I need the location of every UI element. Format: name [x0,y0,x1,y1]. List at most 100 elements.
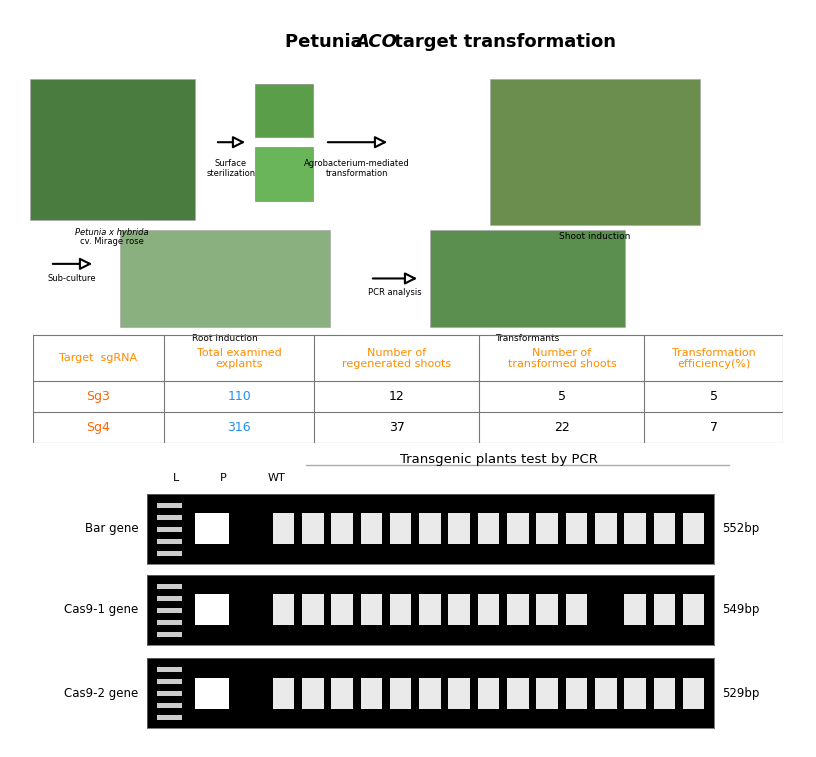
Text: P: P [220,473,227,483]
Bar [478,678,499,709]
Bar [361,594,382,625]
Bar [419,513,441,544]
Text: 316: 316 [228,421,251,434]
Text: 552bp: 552bp [722,522,760,535]
Bar [157,539,182,544]
Bar [255,147,313,201]
Text: target transformation: target transformation [388,33,616,51]
Text: PCR analysis: PCR analysis [368,288,422,298]
Text: 5: 5 [710,391,718,403]
Bar [390,513,411,544]
Text: Transformants: Transformants [494,334,559,343]
Bar [157,703,182,708]
Bar [157,515,182,519]
Bar [273,513,295,544]
Bar [157,527,182,531]
Bar [302,678,323,709]
Bar [195,513,229,544]
Bar [390,594,411,625]
Bar [273,594,295,625]
Bar [195,678,229,709]
Bar [419,678,441,709]
Bar [654,594,675,625]
Bar [624,678,645,709]
Bar [507,678,529,709]
Text: Shoot induction: Shoot induction [559,232,631,241]
Text: Petunia x hybrida: Petunia x hybrida [75,228,149,237]
Text: Agrobacterium-mediated
transformation: Agrobacterium-mediated transformation [304,159,410,178]
Bar [157,679,182,684]
Bar [683,678,704,709]
Text: Total examined
explants: Total examined explants [197,347,282,369]
Bar [654,513,675,544]
Text: Transgenic plants test by PCR: Transgenic plants test by PCR [401,453,598,466]
Text: Bar gene: Bar gene [85,522,139,535]
Bar [565,594,588,625]
Bar [430,230,625,327]
Bar [624,594,645,625]
Bar [595,678,617,709]
Text: cv. Mirage rose: cv. Mirage rose [80,237,144,245]
Bar [565,513,588,544]
Text: Cas9-1 gene: Cas9-1 gene [64,603,139,616]
Text: Number of
transformed shoots: Number of transformed shoots [508,347,616,369]
Text: L: L [173,473,180,483]
Text: ACO: ACO [355,33,397,51]
Bar [157,667,182,672]
Bar [157,620,182,625]
Bar [536,594,558,625]
Bar [157,584,182,589]
Bar [449,678,470,709]
Bar [507,513,529,544]
Bar [624,513,645,544]
Bar [30,79,195,220]
Bar [195,594,229,625]
Bar [390,678,411,709]
Bar [157,631,182,637]
Bar [255,84,313,137]
Bar [361,678,382,709]
Text: 5: 5 [558,391,566,403]
Bar [654,678,675,709]
Bar [331,594,353,625]
Bar [478,513,499,544]
Bar [490,79,700,225]
Bar [331,678,353,709]
Bar [595,513,617,544]
Text: Surface
sterilization: Surface sterilization [206,159,255,178]
Text: 12: 12 [389,391,405,403]
Bar [449,594,470,625]
Bar [273,678,295,709]
Text: 529bp: 529bp [722,687,760,699]
Bar [361,513,382,544]
Bar [536,513,558,544]
Text: 549bp: 549bp [722,603,760,616]
Bar [157,715,182,720]
Bar [157,596,182,600]
Text: WT: WT [268,473,285,483]
Bar [302,513,323,544]
Text: Cas9-2 gene: Cas9-2 gene [64,687,139,699]
Bar [157,608,182,612]
Text: Sg3: Sg3 [86,391,110,403]
Text: Root induction: Root induction [192,334,258,343]
Text: Transformation
efficiency(%): Transformation efficiency(%) [672,347,756,369]
Bar [449,513,470,544]
Text: Target  sgRNA: Target sgRNA [60,354,137,363]
Text: Sub-culture: Sub-culture [47,273,96,282]
Text: Sg4: Sg4 [86,421,110,434]
Text: 37: 37 [388,421,405,434]
Bar [157,691,182,696]
Bar [536,678,558,709]
Bar [157,503,182,508]
Text: 110: 110 [227,391,251,403]
Bar [157,550,182,556]
Text: Number of
regenerated shoots: Number of regenerated shoots [342,347,451,369]
Text: Petunia: Petunia [285,33,369,51]
Bar [419,594,441,625]
Bar [331,513,353,544]
Bar [120,230,330,327]
Text: 7: 7 [710,421,718,434]
Text: 22: 22 [554,421,570,434]
Bar [478,594,499,625]
